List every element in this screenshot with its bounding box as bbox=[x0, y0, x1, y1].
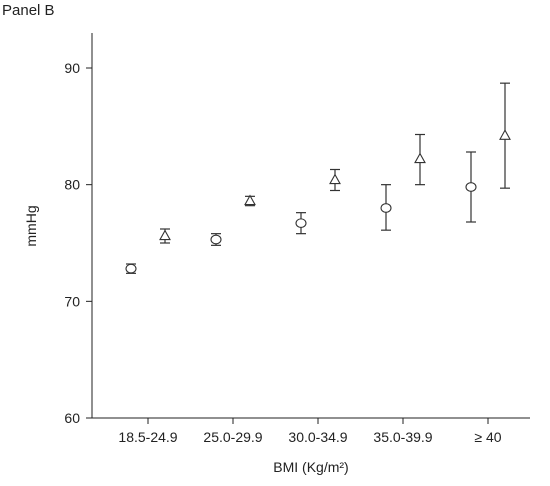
data-point-triangle bbox=[414, 152, 426, 164]
y-tick-label: 90 bbox=[64, 60, 80, 76]
axes bbox=[91, 33, 530, 419]
y-tick-label: 60 bbox=[64, 410, 80, 426]
x-tick-label: 35.0-39.9 bbox=[373, 429, 432, 445]
x-tick-label: 30.0-34.9 bbox=[288, 429, 347, 445]
x-tick-label: 18.5-24.9 bbox=[118, 429, 177, 445]
x-tick-label: 25.0-29.9 bbox=[203, 429, 262, 445]
x-tick-label: ≥ 40 bbox=[474, 429, 501, 445]
data-point-circle bbox=[295, 218, 307, 229]
x-axis-title: BMI (Kg/m²) bbox=[273, 459, 348, 475]
data-marks bbox=[125, 82, 511, 274]
data-point-circle bbox=[125, 263, 137, 274]
y-axis-title: mmHg bbox=[23, 205, 39, 246]
y-tick-label: 80 bbox=[64, 177, 80, 193]
data-point-circle bbox=[380, 203, 392, 213]
data-point-circle bbox=[465, 182, 477, 192]
data-point-triangle bbox=[329, 173, 341, 185]
y-ticks: 60 70 80 90 bbox=[64, 60, 92, 426]
panel-label: Panel B bbox=[2, 2, 55, 19]
y-tick-label: 70 bbox=[64, 293, 80, 309]
data-point-triangle bbox=[159, 229, 171, 241]
data-point-circle bbox=[210, 234, 222, 245]
data-point-triangle bbox=[499, 129, 511, 140]
x-ticks: 18.5-24.9 25.0-29.9 30.0-34.9 35.0-39.9 ≥ 40 bbox=[118, 418, 502, 445]
data-point-triangle bbox=[244, 194, 256, 206]
